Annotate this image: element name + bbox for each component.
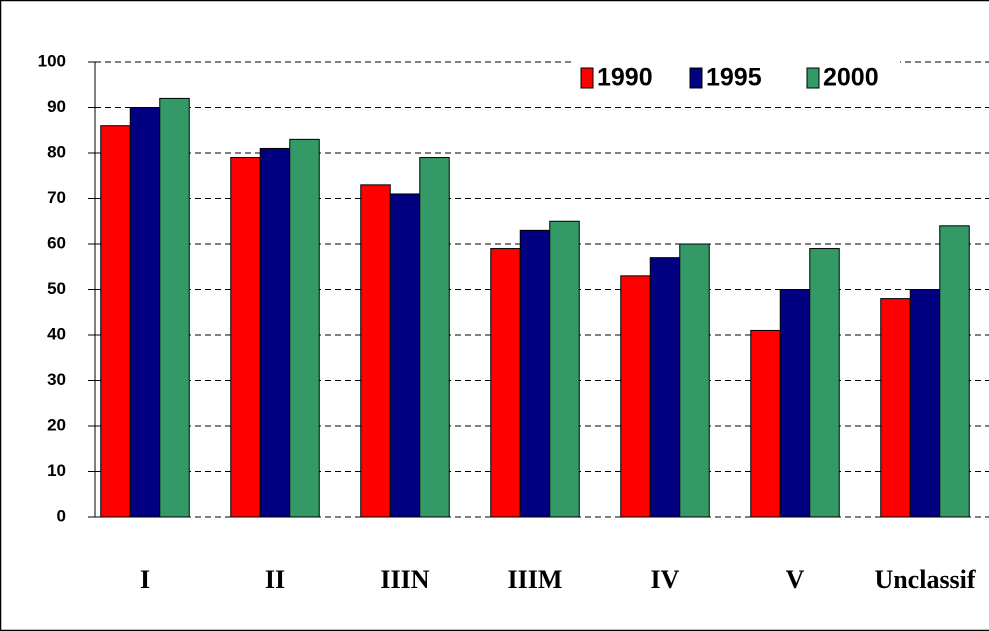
bar — [779, 289, 811, 518]
x-tick-label: Unclassif — [874, 565, 975, 594]
y-tick-label: 50 — [47, 279, 66, 298]
y-tick-label: 20 — [47, 415, 66, 434]
y-tick-label: 10 — [47, 461, 66, 480]
bar — [880, 298, 911, 518]
bar — [159, 97, 190, 518]
bar — [289, 138, 320, 518]
y-tick-label: 0 — [57, 506, 66, 525]
x-tick-label: II — [265, 565, 285, 594]
bar — [909, 289, 941, 518]
x-tick-label: IIIM — [508, 565, 563, 594]
y-tick-label: 60 — [47, 233, 66, 252]
y-tick-label: 100 — [38, 51, 66, 70]
x-tick-label: IV — [651, 565, 680, 594]
bar — [389, 193, 421, 518]
bar — [549, 220, 580, 518]
legend-box — [575, 55, 900, 103]
legend-swatch — [689, 67, 703, 89]
y-tick-label: 40 — [47, 324, 66, 343]
y-tick-label: 80 — [47, 142, 66, 161]
legend-swatch — [806, 67, 820, 89]
bar — [620, 275, 651, 518]
x-tick-label: V — [786, 565, 805, 594]
legend-label: 1990 — [597, 64, 653, 92]
bar — [649, 257, 681, 518]
bar — [750, 329, 781, 518]
legend-label: 1995 — [706, 64, 762, 92]
y-tick-label: 90 — [47, 97, 66, 116]
bar — [100, 125, 131, 518]
bar — [939, 225, 970, 518]
bar — [679, 243, 710, 518]
bar — [809, 248, 840, 518]
bar — [490, 248, 521, 518]
legend-swatch — [580, 67, 594, 89]
bar — [519, 229, 551, 518]
bar — [360, 184, 391, 518]
x-tick-label: IIIN — [380, 565, 429, 594]
bar — [419, 157, 450, 518]
y-tick-label: 30 — [47, 370, 66, 389]
bar — [259, 147, 291, 518]
y-tick-label: 70 — [47, 188, 66, 207]
legend-label: 2000 — [823, 64, 879, 92]
x-tick-label: I — [140, 565, 150, 594]
bar — [230, 157, 261, 518]
bar — [129, 107, 161, 518]
